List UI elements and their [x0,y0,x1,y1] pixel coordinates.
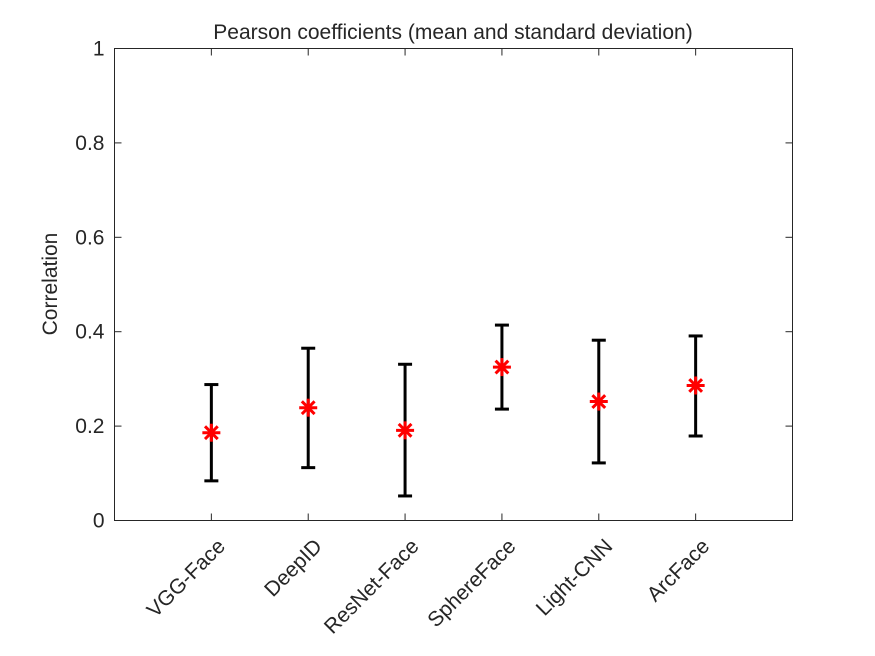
marker-layer [202,358,705,442]
y-tick-label: 1 [93,38,105,61]
mean-marker [299,398,318,417]
y-tick-label: 0.2 [75,415,104,438]
mean-marker [396,421,415,440]
y-tick-label: 0.4 [75,321,105,344]
mean-marker [202,423,221,442]
y-tick-label: 0.6 [75,226,104,249]
x-tick-label: Light-CNN [532,535,618,621]
mean-marker [686,376,705,395]
y-tick-label: 0 [93,510,105,533]
mean-marker [589,392,608,411]
x-tick-label: DeepID [260,535,327,602]
y-axis-label: Correlation [39,233,62,336]
x-tick-label: VGG-Face [143,535,230,622]
y-tick-label: 0.8 [75,132,104,155]
y-axis: 0 0.2 0.4 0.6 0.8 1 [75,38,793,533]
x-tick-label: ResNet-Face [320,535,424,639]
plot-background [114,48,793,521]
x-tick-label: ArcFace [643,535,715,607]
chart-title: Pearson coefficients (mean and standard … [213,21,692,44]
mean-marker [492,358,511,377]
plot-frame [114,48,793,521]
x-tick-label: SphereFace [423,535,520,632]
